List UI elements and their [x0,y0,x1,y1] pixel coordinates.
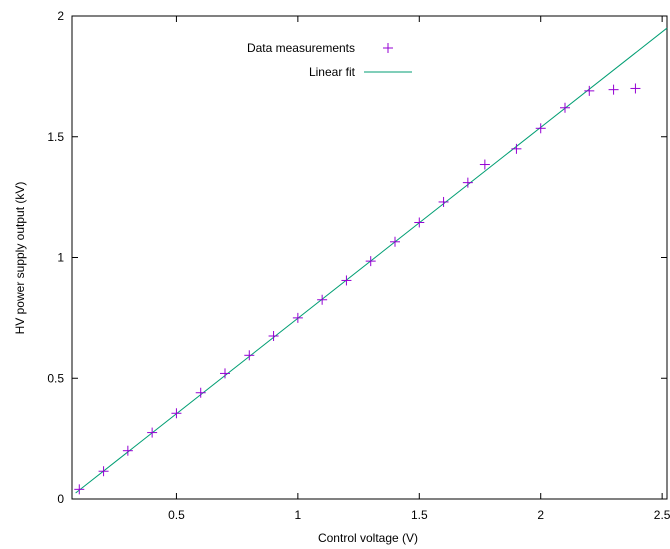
y-axis-label: HV power supply output (kV) [13,182,27,335]
y-tick-label: 2 [57,9,64,23]
plot-border [71,15,668,500]
y-tick-label: 0.5 [47,371,64,385]
data-point [244,350,255,361]
legend-label-data-measurements: Data measurements [247,41,355,55]
data-point [317,294,328,305]
linear-fit-line [75,27,668,494]
data-point [292,312,303,323]
data-point [365,256,376,267]
x-axis-ticks: 0.5 1 1.5 2 2.5 [168,16,670,522]
data-point [584,85,595,96]
linear-fit-series [75,27,668,494]
x-tick-label: 1 [295,508,302,522]
data-point [171,408,182,419]
data-point [220,368,230,379]
x-tick-label: 2.5 [654,508,670,522]
y-tick-label: 1 [57,251,64,265]
legend-label-linear-fit: Linear fit [309,65,356,79]
x-axis-label: Control voltage (V) [318,531,418,545]
data-point [414,217,425,228]
data-point [268,330,279,341]
data-point [341,275,352,286]
data-point [630,83,641,94]
data-point [390,236,400,247]
y-tick-label: 0 [57,492,64,506]
plot-frame [71,15,668,500]
x-tick-label: 1.5 [411,508,428,522]
x-tick-label: 2 [537,508,544,522]
data-point [479,159,490,170]
data-point [195,387,206,398]
data-point [98,466,109,477]
x-tick-label: 0.5 [168,508,185,522]
data-point [74,484,85,495]
data-point [511,143,522,154]
data-measurements-series [74,83,641,495]
data-point [438,196,449,207]
legend-marker-data-measurements [383,43,393,53]
y-axis-ticks: 0 0.5 1 1.5 2 [47,9,667,506]
data-point [462,177,473,188]
data-point [147,427,158,438]
legend: Data measurements Linear fit [247,41,412,79]
data-point [560,102,570,113]
data-point [535,123,546,134]
y-tick-label: 1.5 [47,130,64,144]
data-point [122,445,133,456]
data-point [608,84,619,95]
